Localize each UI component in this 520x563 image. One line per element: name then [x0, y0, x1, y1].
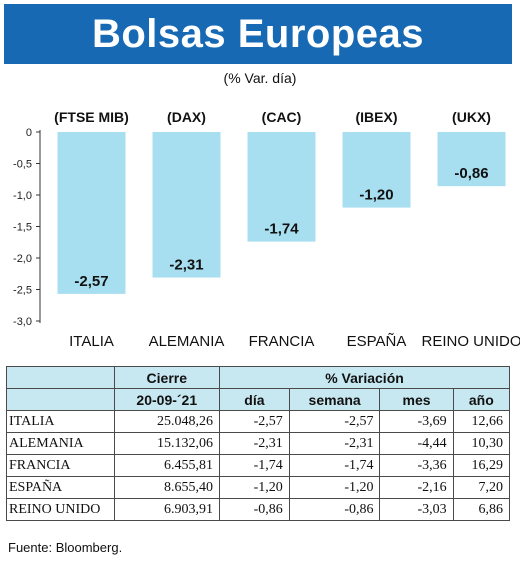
dia-cell: -1,74: [219, 454, 290, 477]
bar: [247, 132, 316, 242]
row-name-cell: ITALIA: [6, 410, 115, 433]
table-row: REINO UNIDO 6.903,91 -0,86 -0,86 -3,03 6,86: [6, 498, 511, 521]
index-label: (DAX): [167, 109, 206, 125]
index-label: (IBEX): [356, 109, 398, 125]
variacion-header: % Variación: [219, 366, 510, 389]
semana-cell: -1,20: [288, 476, 381, 499]
ano-cell: 10,30: [452, 432, 511, 455]
y-tick-label: -2,0: [13, 253, 32, 265]
bar: [342, 132, 411, 208]
ano-cell: 7,20: [452, 476, 511, 499]
semana-cell: -2,31: [288, 432, 381, 455]
category-label: ITALIA: [69, 333, 114, 350]
table-corner-cell: [6, 388, 115, 411]
category-label: ESPAÑA: [347, 333, 407, 350]
semana-cell: -2,57: [288, 410, 381, 433]
title-banner: Bolsas Europeas: [4, 4, 512, 64]
mes-cell: -4,44: [379, 432, 454, 455]
cierre-cell: 8.655,40: [113, 476, 221, 499]
row-name-cell: ALEMANIA: [6, 432, 115, 455]
data-table: Cierre % Variación 20-09-´21 día semana …: [6, 366, 511, 521]
table-row: ITALIA 25.048,26 -2,57 -2,57 -3,69 12,66: [6, 410, 511, 433]
cierre-header: Cierre: [113, 366, 221, 389]
category-label: FRANCIA: [249, 333, 315, 350]
table-row: FRANCIA 6.455,81 -1,74 -1,74 -3,36 16,29: [6, 454, 511, 477]
chart-subtitle: (% Var. día): [223, 70, 297, 86]
bar-value-label: -1,20: [359, 187, 393, 204]
table-column-header-row: 20-09-´21 día semana mes año: [6, 388, 511, 411]
table-group-header-row: Cierre % Variación: [6, 366, 510, 389]
col-dia-header: día: [219, 388, 290, 411]
y-tick-label: -1,0: [13, 190, 32, 202]
col-semana-header: semana: [288, 388, 381, 411]
category-label: REINO UNIDO: [421, 333, 520, 350]
y-tick-label: 0: [26, 127, 32, 139]
dia-cell: -0,86: [219, 498, 290, 521]
page-title: Bolsas Europeas: [91, 11, 425, 56]
y-tick-label: -1,5: [13, 222, 32, 234]
dia-cell: -1,20: [219, 476, 290, 499]
ano-cell: 12,66: [452, 410, 511, 433]
dia-cell: -2,31: [219, 432, 290, 455]
bar-chart: 0 -0,5 -1,0 -1,5 -2,0 -2,5 -3,0 -2,57 (FTSE MIB)…: [13, 109, 520, 350]
bar-value-label: -2,31: [169, 257, 203, 274]
index-label: (CAC): [262, 109, 302, 125]
col-mes-header: mes: [379, 388, 454, 411]
y-tick-label: -2,5: [13, 285, 32, 297]
row-name-cell: ESPAÑA: [6, 476, 115, 499]
cierre-cell: 15.132,06: [113, 432, 221, 455]
bar-value-label: -2,57: [74, 273, 108, 290]
y-tick-label: -3,0: [13, 316, 32, 328]
mes-cell: -3,69: [379, 410, 454, 433]
semana-cell: -0,86: [288, 498, 381, 521]
bar-value-label: -1,74: [264, 221, 299, 238]
source-note: Fuente: Bloomberg.: [8, 540, 123, 555]
cierre-cell: 6.455,81: [113, 454, 221, 477]
table-row: ALEMANIA 15.132,06 -2,31 -2,31 -4,44 10,30: [6, 432, 511, 455]
bar: [437, 132, 506, 187]
ano-cell: 6,86: [452, 498, 511, 521]
bar-value-label: -0,86: [454, 165, 488, 182]
ano-cell: 16,29: [452, 454, 511, 477]
mes-cell: -2,16: [379, 476, 454, 499]
mes-cell: -3,36: [379, 454, 454, 477]
cierre-cell: 6.903,91: [113, 498, 221, 521]
y-tick-label: -0,5: [13, 159, 32, 171]
table-corner-cell: [6, 366, 115, 389]
index-label: (UKX): [452, 109, 491, 125]
row-name-cell: REINO UNIDO: [6, 498, 115, 521]
category-label: ALEMANIA: [149, 333, 225, 350]
col-ano-header: año: [452, 388, 511, 411]
index-label: (FTSE MIB): [54, 109, 129, 125]
mes-cell: -3,03: [379, 498, 454, 521]
semana-cell: -1,74: [288, 454, 381, 477]
cierre-cell: 25.048,26: [113, 410, 221, 433]
table-row: ESPAÑA 8.655,40 -1,20 -1,20 -2,16 7,20: [6, 476, 511, 499]
bar: [57, 132, 126, 294]
bar: [152, 132, 221, 278]
row-name-cell: FRANCIA: [6, 454, 115, 477]
date-header: 20-09-´21: [113, 388, 221, 411]
dia-cell: -2,57: [219, 410, 290, 433]
